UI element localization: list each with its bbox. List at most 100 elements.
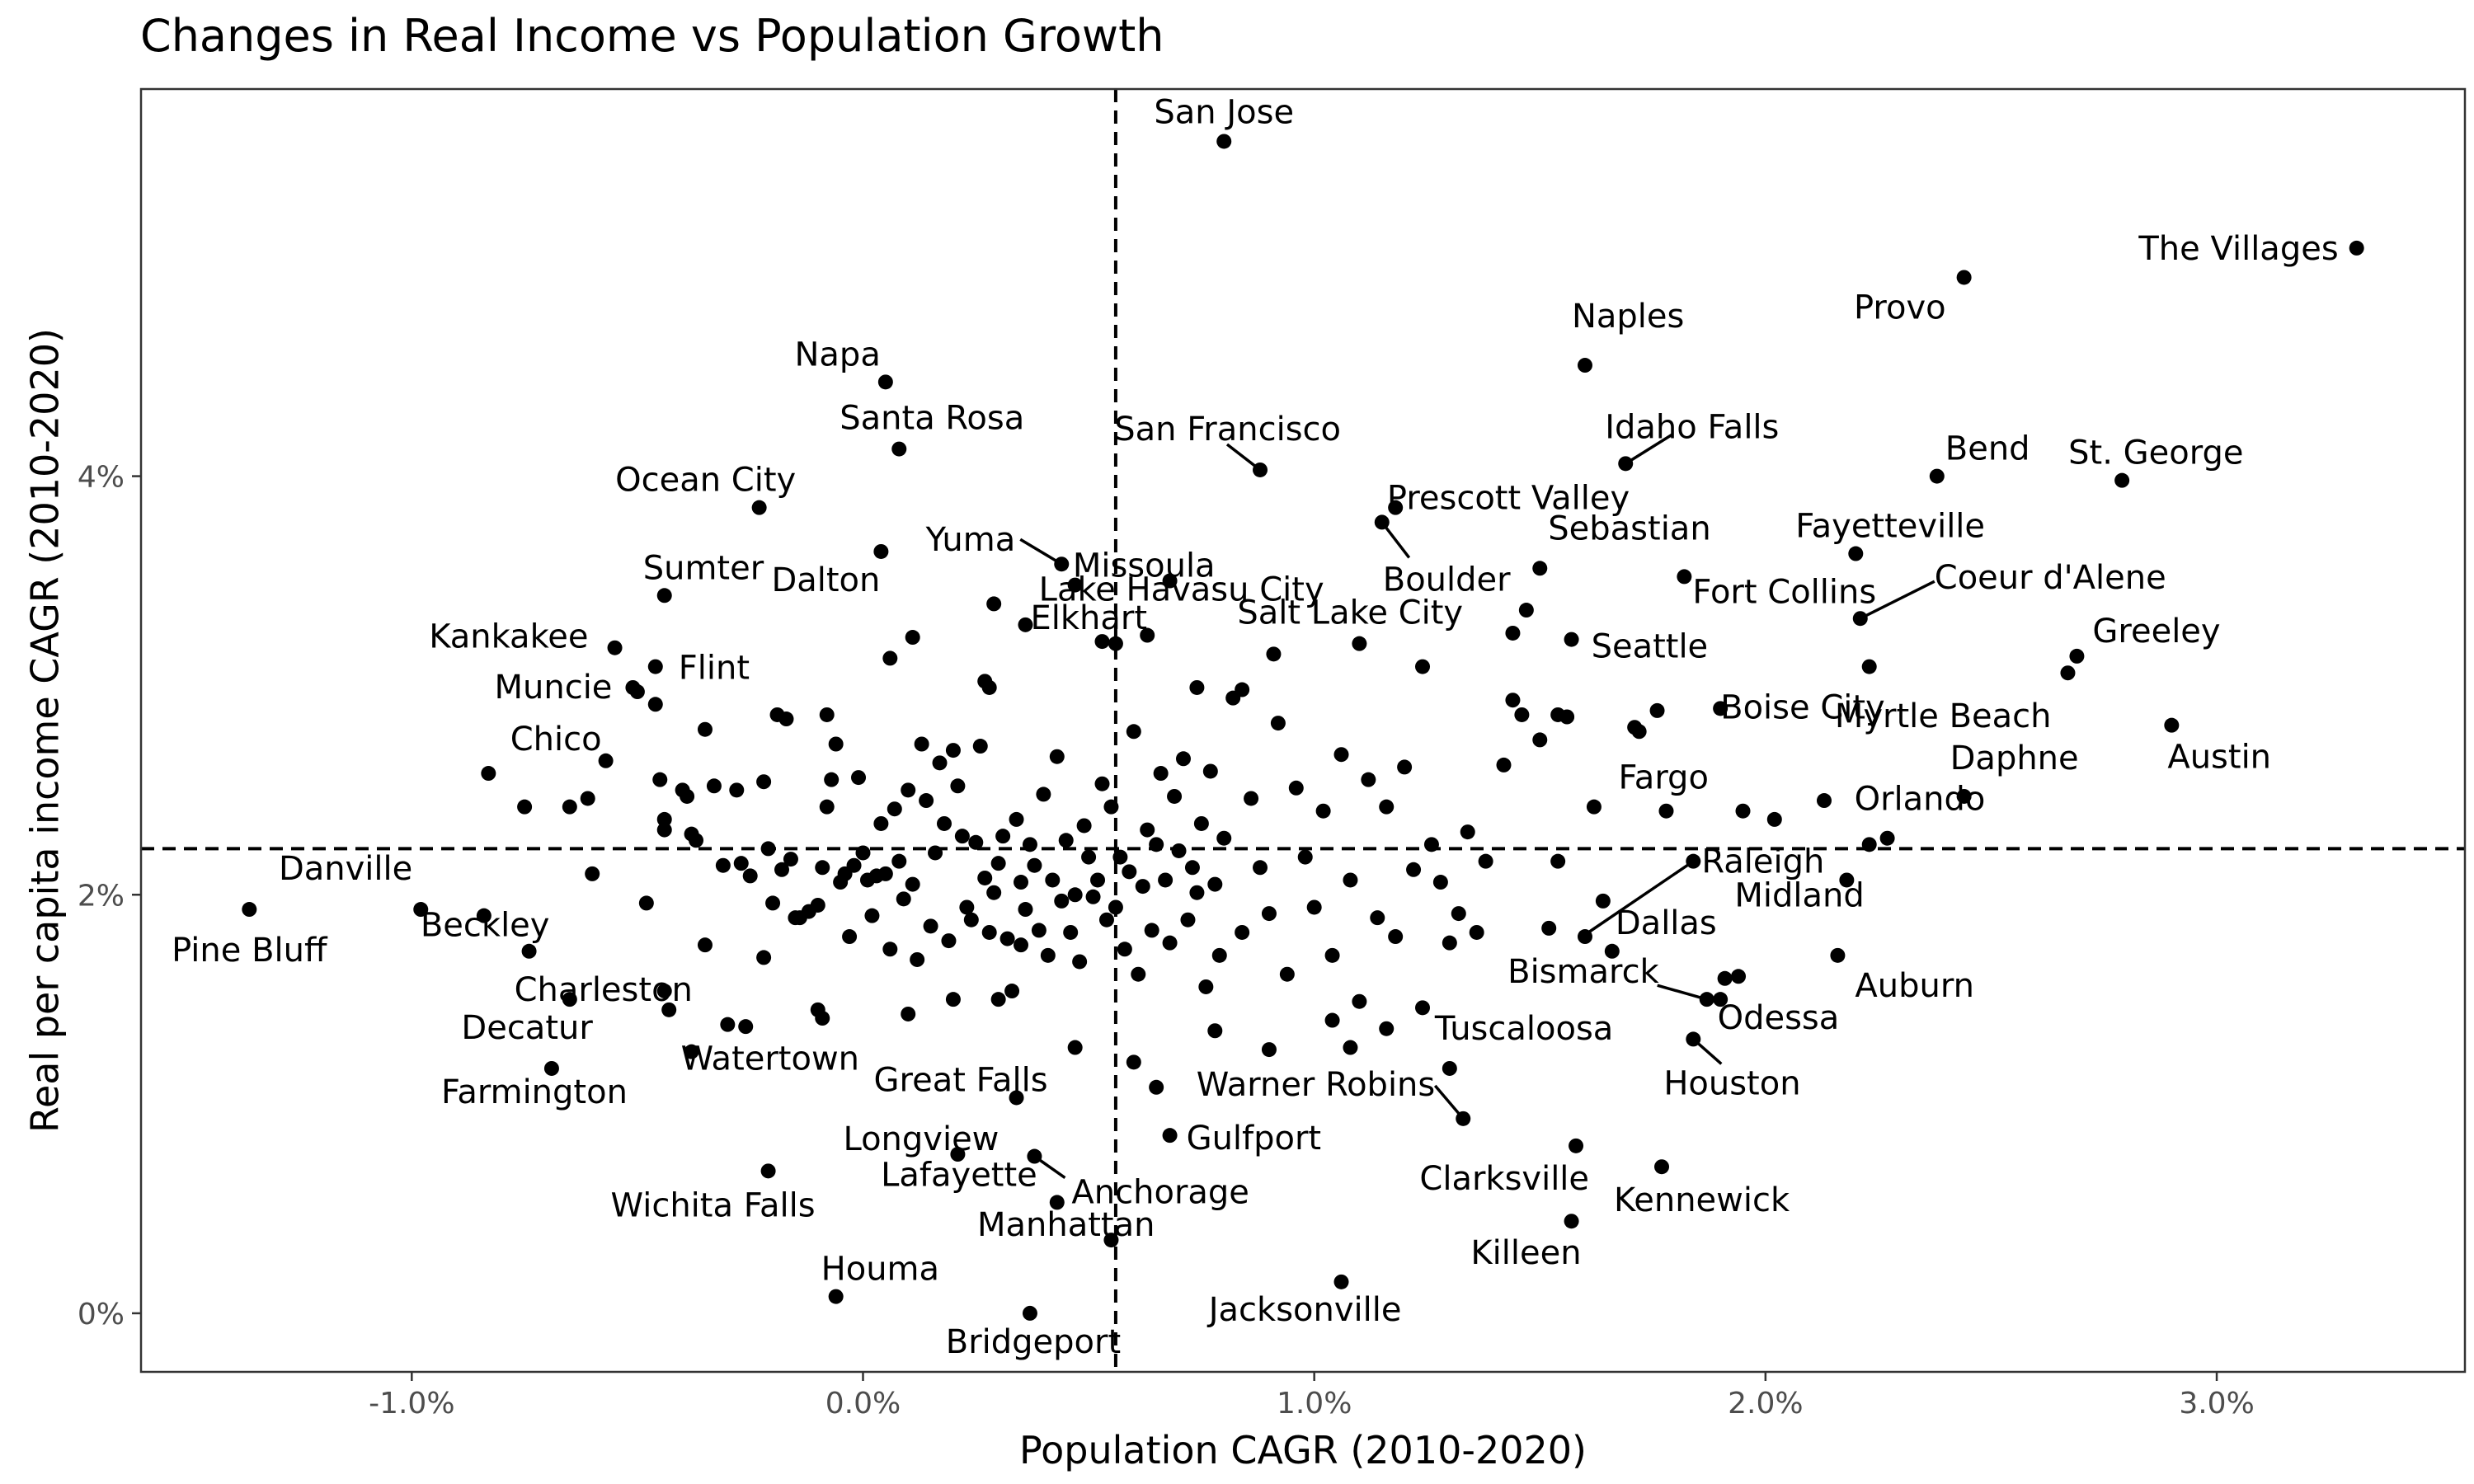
data-point-79 [1031,923,1047,938]
data-point-bend [1929,468,1945,484]
data-point-61 [950,778,966,794]
data-point-128 [1288,780,1304,796]
data-point-148 [1469,924,1484,940]
point-label-santa-rosa: Santa Rosa [840,400,1024,438]
point-labels: San Jose The Villages Provo Naples Napa Santa… [172,93,2339,1360]
y-tick-label-1: 2% [78,879,125,913]
x-tick-label-0: -1.0% [369,1387,454,1421]
data-point-130 [1306,899,1322,915]
data-point-137 [1370,910,1385,926]
data-point-29 [810,897,825,913]
point-label-raleigh: Raleigh [1701,843,1824,881]
x-tick-label-2: 1.0% [1277,1387,1352,1421]
point-label-beckley: Beckley [421,907,550,945]
data-point-153 [1532,732,1548,748]
point-label-midland: Midland [1734,876,1864,914]
data-point-203 [1816,793,1832,809]
point-label-boulder: Boulder [1383,561,1511,599]
data-point-midland [1839,872,1855,888]
data-point-145 [1442,935,1457,951]
data-point-187 [905,630,920,646]
data-point-172 [1149,1079,1164,1095]
data-point-186 [981,679,997,695]
point-label-watertown: Watertown [681,1040,859,1078]
x-axis: -1.0% 0.0% 1.0% 2.0% 3.0% [369,1372,2255,1421]
data-point-113 [1184,860,1200,876]
point-label-greeley: Greeley [2092,613,2220,650]
data-point-129 [1297,849,1313,865]
data-point-21 [765,895,781,911]
data-point-206 [1861,837,1877,852]
data-point-7 [656,811,672,827]
data-point-171 [1126,1054,1141,1070]
data-point-98 [1117,942,1132,957]
point-label-coeur-d-alene: Coeur d'Alene [1935,559,2166,597]
data-point-75 [1014,875,1029,890]
data-point-danville [413,902,429,918]
data-point-warner-robins [1456,1111,1471,1126]
data-point-198 [1649,702,1665,718]
data-point-150 [1496,757,1512,773]
data-point-201 [1735,803,1751,819]
data-point-192 [1266,646,1282,662]
data-point-40 [855,845,871,861]
data-point-55 [923,918,938,934]
data-point-austin [2164,717,2180,733]
data-point-96 [1108,899,1123,915]
data-point-muncie [625,679,641,695]
data-point-136 [1361,772,1376,787]
data-point-182 [1140,627,1155,643]
data-point-143 [1423,837,1439,852]
data-point-116 [1198,979,1214,994]
data-point-107 [1158,872,1174,888]
point-label-auburn: Auburn [1855,967,1974,1005]
data-point-56 [928,845,943,861]
point-label-missoula: Missoula [1073,547,1216,585]
data-point-155 [1550,853,1566,869]
data-point-st-george [2114,472,2130,488]
data-point-24 [778,711,794,727]
data-point-54 [919,793,934,809]
data-point-104 [1144,923,1159,938]
data-point-orlando [1879,830,1895,846]
data-point-57 [932,755,948,771]
data-point-190 [1018,617,1033,632]
data-point-53 [914,736,929,752]
point-label-boise-city: Boise City [1720,688,1885,726]
data-point-20 [760,841,776,857]
x-axis-title: Population CAGR (2010-2020) [1019,1428,1587,1472]
data-point-84 [1054,893,1070,909]
data-point-73 [1004,984,1020,999]
point-label-bend: Bend [1945,430,2030,468]
x-tick-label-3: 2.0% [1728,1387,1803,1421]
data-point-126 [1270,716,1286,731]
data-point-san-francisco [1253,462,1268,477]
point-label-fayetteville: Fayetteville [1795,508,1985,546]
data-point-89 [1076,818,1092,834]
data-point-gulfport [1162,1128,1178,1144]
data-point-169 [990,992,1006,1007]
data-point-83 [1049,749,1065,764]
point-label-fort-collins: Fort Collins [1692,573,1876,611]
point-label-dallas: Dallas [1616,904,1717,942]
data-point-147 [1460,824,1475,840]
chart-title: Changes in Real Income vs Population Gro… [140,10,1164,62]
data-point-missoula [1162,573,1178,589]
data-point-coeur-d-alene [1852,611,1868,627]
data-point-168 [945,992,961,1007]
data-point-91 [1085,889,1101,904]
data-point-122 [1235,924,1250,940]
data-point-decatur [562,992,577,1007]
point-label-longview: Longview [843,1120,999,1158]
y-axis-title: Real per capita income CAGR (2010-2020) [23,328,68,1133]
data-point-flint [647,659,663,674]
data-point-72 [999,931,1015,946]
data-point-2 [562,799,577,815]
data-point-lafayette [1049,1195,1065,1210]
data-point-wichita-falls [760,1163,776,1179]
data-point-133 [1333,747,1349,763]
data-point-31 [819,707,835,722]
point-label-danville: Danville [279,850,412,888]
point-label-odessa: Odessa [1718,999,1840,1037]
